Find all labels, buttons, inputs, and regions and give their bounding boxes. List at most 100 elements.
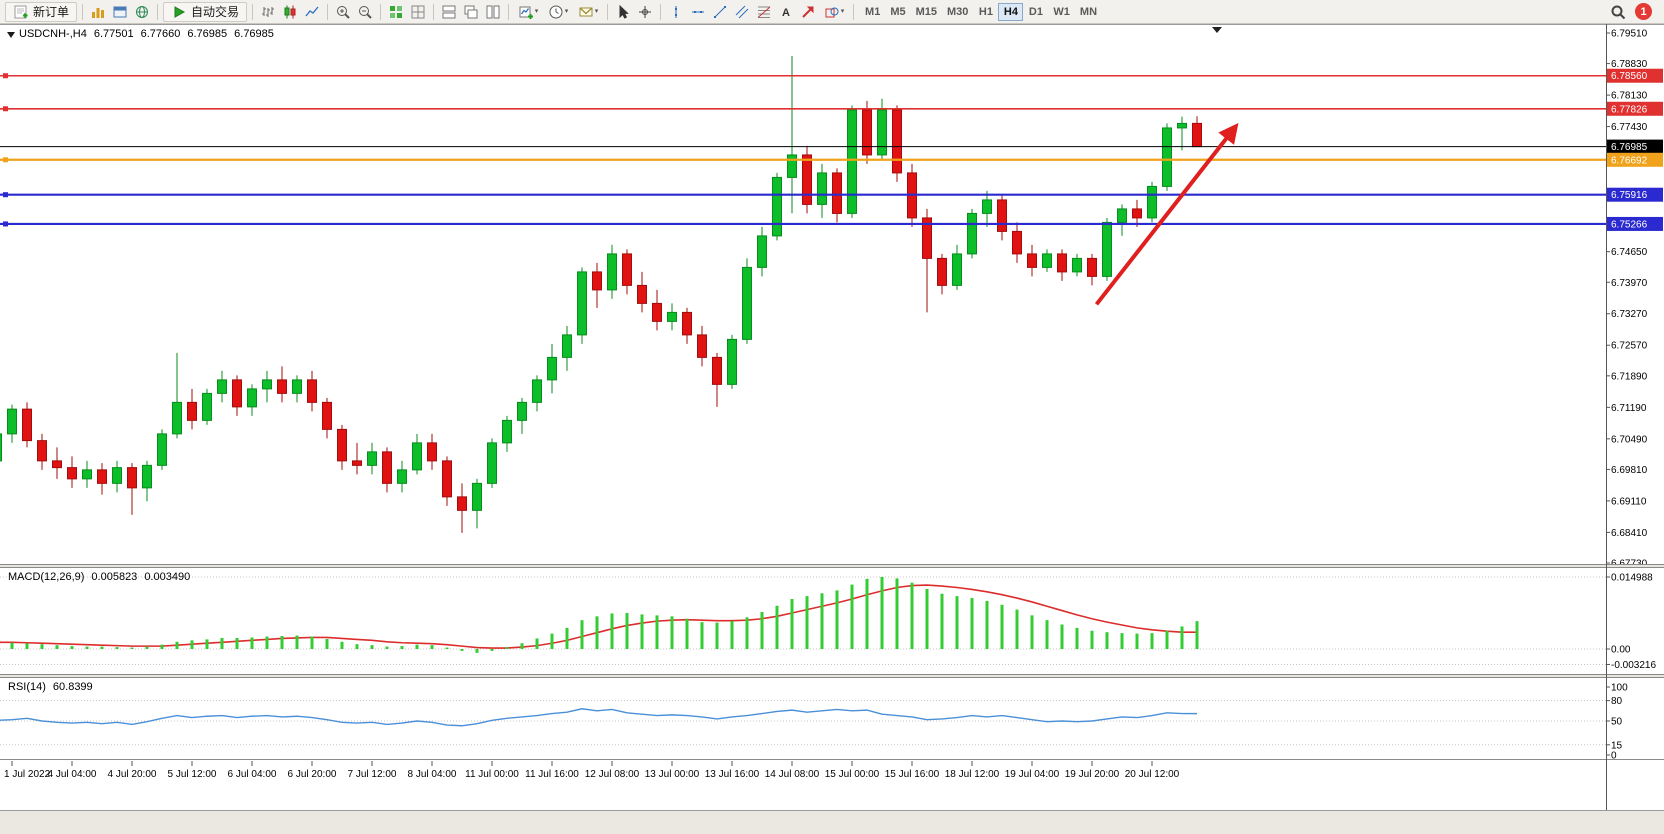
timeframe-group: M1 M5 M15 M30 H1 H4 D1 W1 MN — [860, 2, 1102, 21]
support-line-upper[interactable]: 6.75916 — [0, 187, 1663, 202]
line-chart-mode-icon[interactable] — [301, 2, 323, 22]
crosshair-icon[interactable] — [634, 2, 656, 22]
timeframe-m5-button[interactable]: M5 — [885, 3, 910, 21]
new-order-icon — [14, 5, 28, 18]
timeframe-h1-button[interactable]: H1 — [973, 3, 998, 21]
timeframe-d1-button[interactable]: D1 — [1023, 3, 1048, 21]
auto-trading-button-label: 自动交易 — [191, 5, 240, 19]
zoom-in-icon[interactable] — [332, 2, 354, 22]
navigator-icon[interactable] — [131, 2, 153, 22]
shapes-icon[interactable]: ▾ — [819, 2, 849, 22]
pivot-line[interactable]: 6.76692 — [0, 152, 1663, 167]
svg-text:0.00: 0.00 — [1611, 645, 1631, 656]
new-chart-icon[interactable]: ▾ — [513, 2, 543, 22]
autotrade-play-icon — [174, 5, 186, 18]
chart-canvas[interactable]: 6.79510 6.78830 6.78130 6.77430 6.74650 6.739… — [0, 24, 1664, 834]
resistance-line-upper[interactable]: 6.78560 — [0, 68, 1663, 83]
fibonacci-icon[interactable] — [753, 2, 775, 22]
timeframe-m1-button[interactable]: M1 — [860, 3, 885, 21]
svg-text:6.75916: 6.75916 — [1611, 190, 1648, 201]
svg-text:6.76692: 6.76692 — [1611, 155, 1648, 166]
macd-axis[interactable]: 0.014988 0.00 -0.003216 — [1606, 573, 1656, 671]
resistance-line-lower[interactable]: 6.77826 — [0, 101, 1663, 116]
new-order-button[interactable]: 新订单 — [5, 1, 78, 22]
shapes-dropdown-caret[interactable]: ▾ — [840, 8, 845, 15]
svg-text:20 Jul 12:00: 20 Jul 12:00 — [1125, 769, 1180, 780]
data-window-icon[interactable] — [109, 2, 131, 22]
svg-text:6.78130: 6.78130 — [1611, 91, 1648, 102]
timeframe-h4-button[interactable]: H4 — [998, 2, 1024, 21]
alerts-mail-icon[interactable]: ▾ — [573, 2, 603, 22]
svg-text:A: A — [782, 7, 790, 19]
grid-icon[interactable] — [407, 2, 429, 22]
bar-chart-mode-icon[interactable] — [257, 2, 279, 22]
vertical-line-icon[interactable] — [665, 2, 687, 22]
arrange-windows-icon[interactable] — [482, 2, 504, 22]
svg-text:6.69110: 6.69110 — [1611, 496, 1647, 507]
svg-text:13 Jul 00:00: 13 Jul 00:00 — [645, 769, 700, 780]
toolbar-separator — [252, 3, 254, 20]
chart-shift-marker[interactable] — [1212, 27, 1222, 33]
toolbar-separator — [380, 3, 382, 20]
channel-icon[interactable] — [731, 2, 753, 22]
bid-price-line[interactable]: 6.76985 — [0, 139, 1663, 154]
svg-text:6.78830: 6.78830 — [1611, 59, 1648, 70]
trend-arrow[interactable] — [1094, 122, 1239, 306]
svg-text:6 Jul 04:00: 6 Jul 04:00 — [228, 769, 277, 780]
svg-text:6.71190: 6.71190 — [1611, 403, 1647, 414]
svg-text:11 Jul 16:00: 11 Jul 16:00 — [525, 769, 579, 780]
svg-text:6 Jul 20:00: 6 Jul 20:00 — [288, 769, 337, 780]
notification-count: 1 — [1640, 5, 1647, 18]
svg-text:6.74650: 6.74650 — [1611, 247, 1648, 258]
new-chart-dropdown-caret[interactable]: ▾ — [534, 8, 539, 15]
timeframe-m30-button[interactable]: M30 — [942, 3, 973, 21]
svg-text:14 Jul 08:00: 14 Jul 08:00 — [765, 769, 820, 780]
tile-windows-icon[interactable] — [438, 2, 460, 22]
zoom-out-icon[interactable] — [354, 2, 376, 22]
arrow-object-icon[interactable] — [797, 2, 819, 22]
svg-text:6.79510: 6.79510 — [1611, 29, 1648, 40]
svg-text:6.75266: 6.75266 — [1611, 219, 1648, 230]
svg-text:80: 80 — [1611, 696, 1623, 707]
timeframe-m15-button[interactable]: M15 — [911, 3, 942, 21]
timeframe-w1-button[interactable]: W1 — [1048, 3, 1075, 21]
toolbar-buttons: 新订单 自动交易 ▾ ▾ ▾ A ▾ M1 M5 M15 M30 H1 H4 D1 W1 MN — [4, 0, 1607, 23]
timeframe-clock-icon[interactable]: ▾ — [543, 2, 573, 22]
svg-text:8 Jul 04:00: 8 Jul 04:00 — [408, 769, 457, 780]
timeframe-mn-button[interactable]: MN — [1075, 3, 1102, 21]
alerts-mail-dropdown-caret[interactable]: ▾ — [594, 8, 599, 15]
text-label-icon[interactable]: A — [775, 2, 797, 22]
market-watch-icon[interactable] — [87, 2, 109, 22]
svg-text:5 Jul 12:00: 5 Jul 12:00 — [168, 769, 217, 780]
svg-text:6.71890: 6.71890 — [1611, 371, 1648, 382]
svg-text:13 Jul 16:00: 13 Jul 16:00 — [705, 769, 760, 780]
rsi-axis[interactable]: 100 80 50 150 — [1606, 683, 1628, 762]
support-line-lower[interactable]: 6.75266 — [0, 216, 1663, 231]
svg-text:100: 100 — [1611, 683, 1628, 694]
candlestick-series — [0, 55, 1202, 533]
svg-text:15 Jul 16:00: 15 Jul 16:00 — [885, 769, 940, 780]
svg-text:0.014988: 0.014988 — [1611, 573, 1653, 584]
trendline-icon[interactable] — [709, 2, 731, 22]
panel-chrome — [0, 24, 1664, 834]
toolbar-separator — [607, 3, 609, 20]
notification-badge[interactable]: 1 — [1635, 3, 1652, 20]
bid-price-line-badge — [1607, 139, 1663, 154]
horizontal-line-icon[interactable] — [687, 2, 709, 22]
svg-text:6.68410: 6.68410 — [1611, 528, 1648, 539]
svg-text:6.78560: 6.78560 — [1611, 71, 1648, 82]
indicators-icon[interactable] — [385, 2, 407, 22]
svg-text:18 Jul 12:00: 18 Jul 12:00 — [945, 769, 1000, 780]
cursor-icon[interactable] — [612, 2, 634, 22]
rsi-line — [0, 708, 1198, 727]
timeframe-clock-dropdown-caret[interactable]: ▾ — [564, 8, 569, 15]
one-click-trading-toggle-icon[interactable] — [7, 32, 15, 38]
cascade-windows-icon[interactable] — [460, 2, 482, 22]
svg-text:6.72570: 6.72570 — [1611, 341, 1648, 352]
search-icon[interactable] — [1607, 2, 1629, 22]
svg-text:6.77826: 6.77826 — [1611, 104, 1648, 115]
auto-trading-button[interactable]: 自动交易 — [163, 1, 248, 22]
toolbar-separator — [853, 3, 855, 20]
candlestick-mode-icon[interactable] — [279, 2, 301, 22]
